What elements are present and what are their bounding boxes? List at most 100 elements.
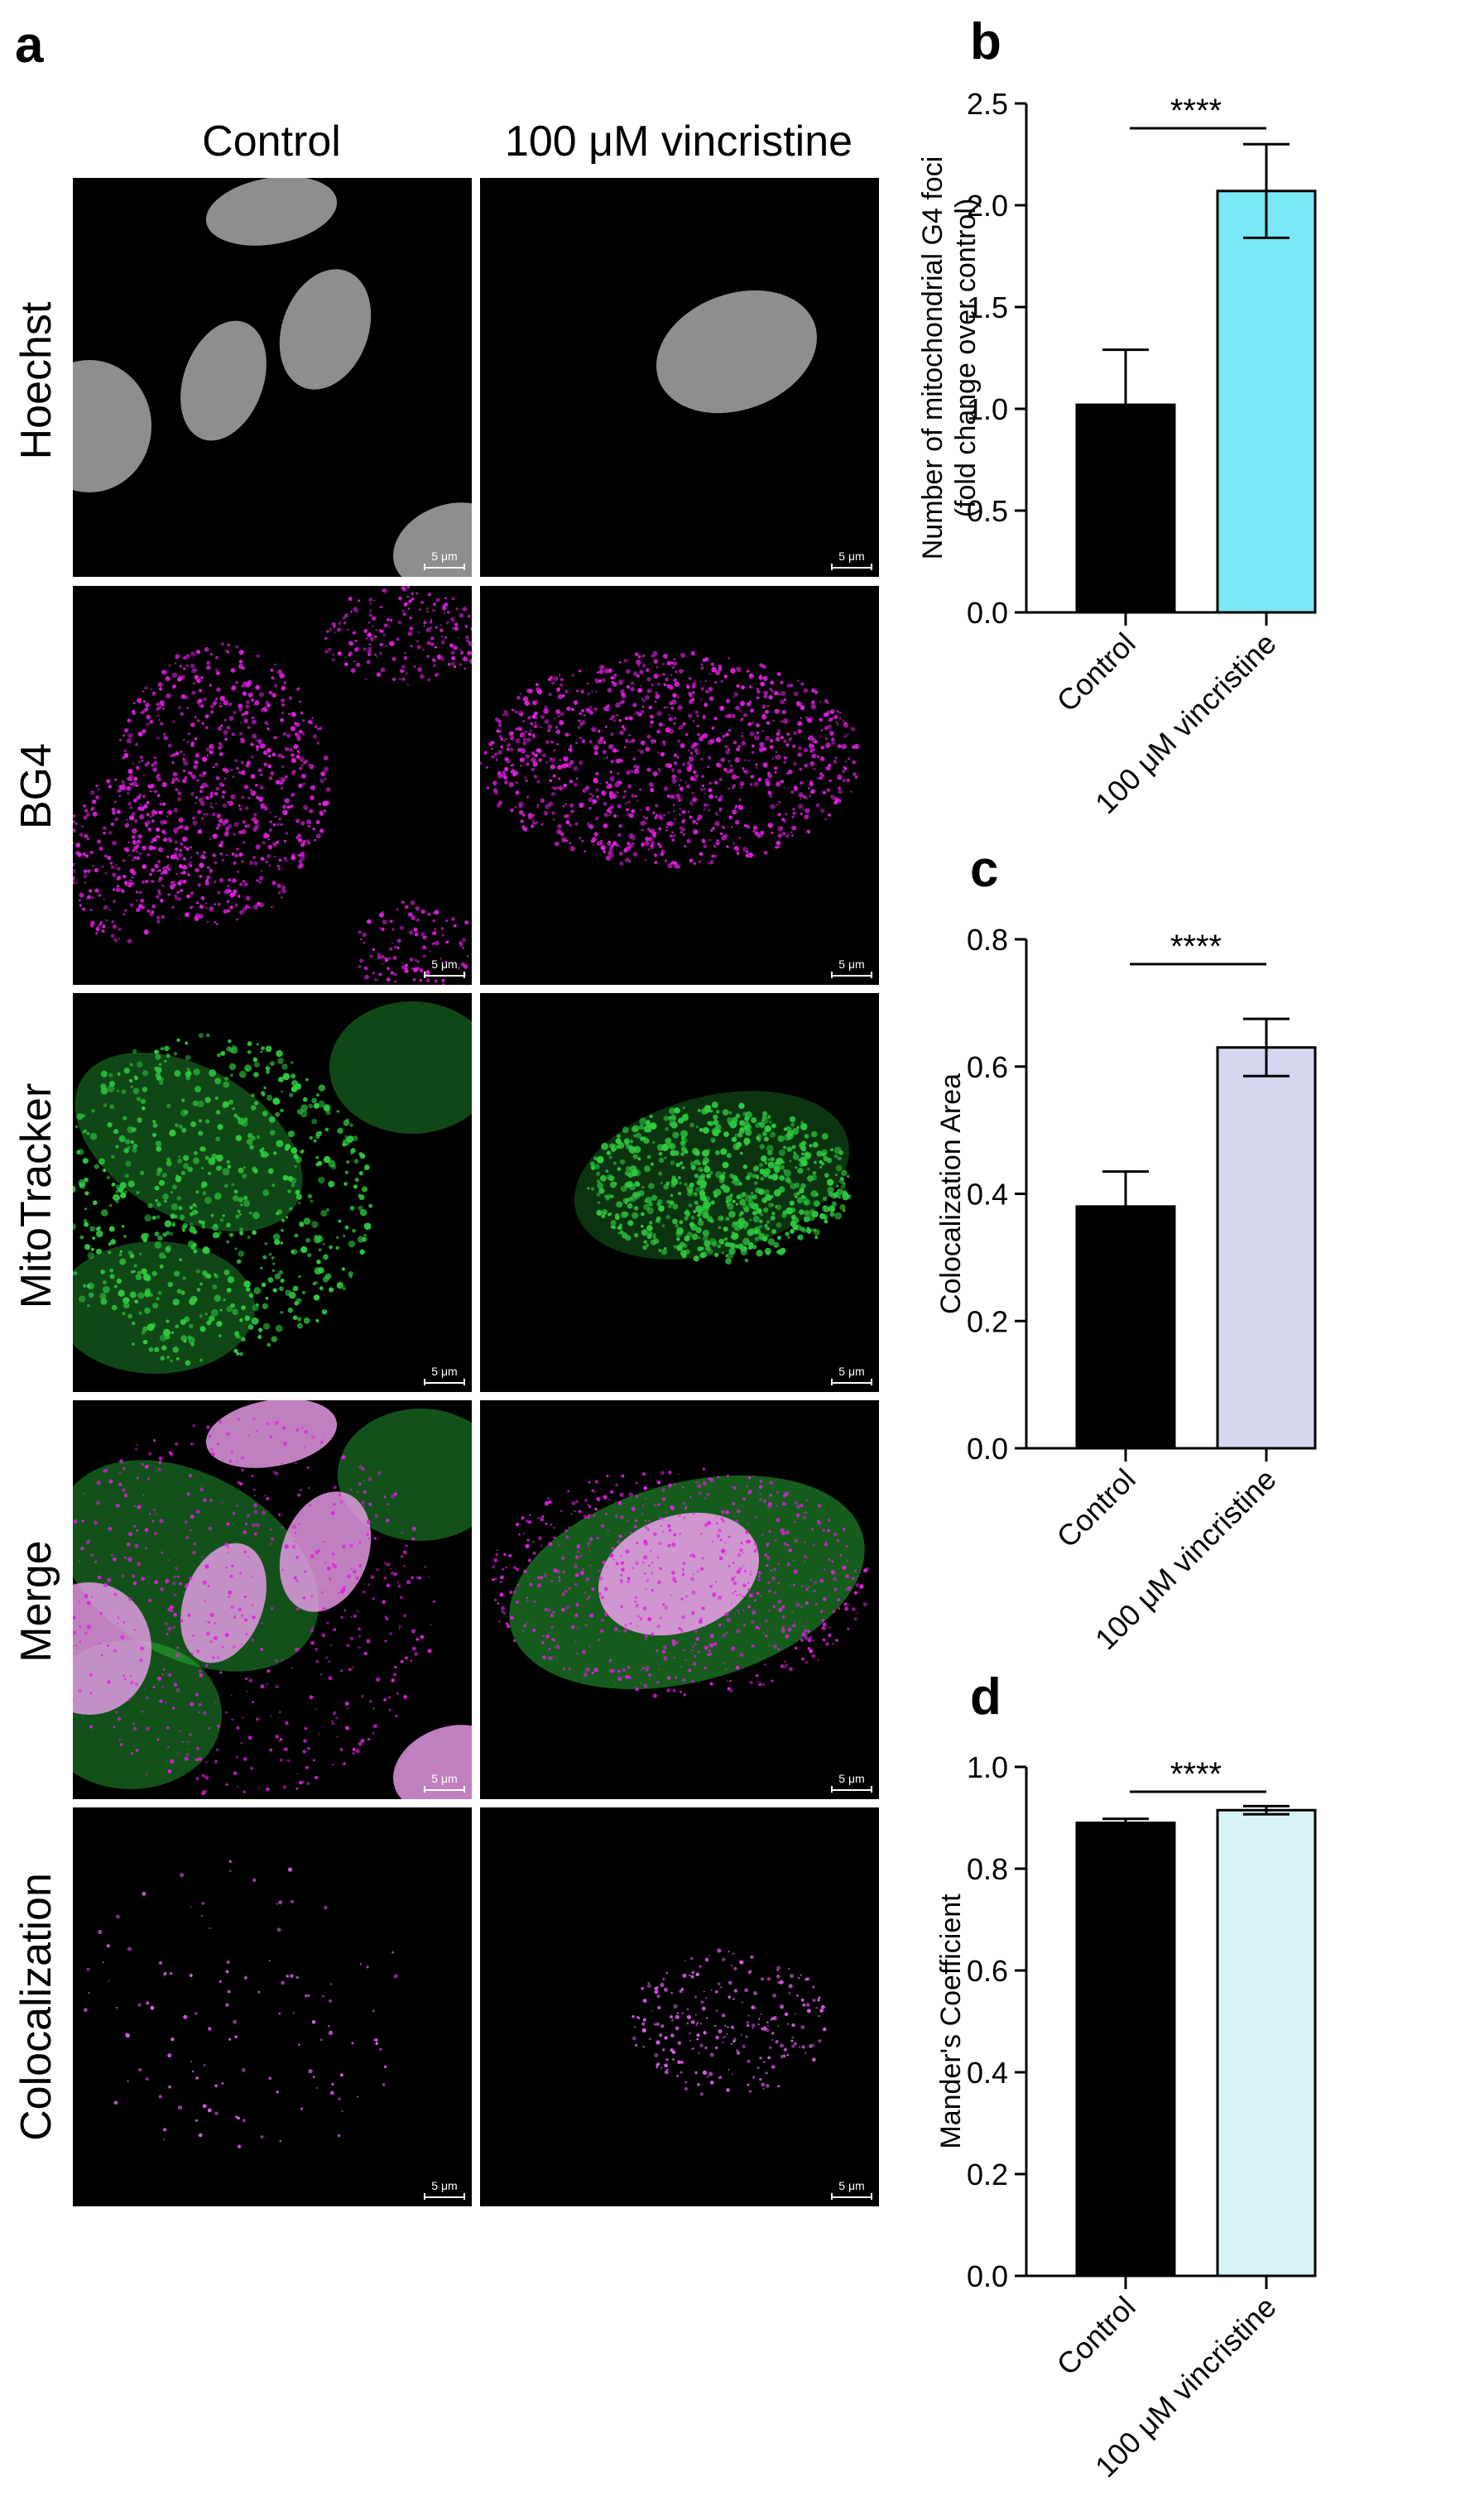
- bg4-foci: [595, 691, 597, 693]
- bg4-foci: [806, 1500, 809, 1502]
- bg4-foci: [199, 704, 202, 708]
- mitochondria-foci: [813, 1142, 819, 1148]
- bg4-foci: [311, 718, 313, 719]
- bg4-foci: [113, 924, 118, 929]
- bg4-foci: [759, 1498, 762, 1501]
- bg4-foci: [127, 733, 132, 738]
- mitochondria-foci: [215, 1136, 220, 1141]
- bg4-foci: [539, 1517, 540, 1519]
- bg4-foci: [804, 1541, 806, 1543]
- bg4-foci: [279, 818, 281, 820]
- bg4-foci: [224, 778, 227, 780]
- bg4-foci: [609, 795, 612, 798]
- mitochondria-foci: [797, 1168, 803, 1174]
- mitochondria-foci: [212, 1224, 219, 1231]
- bg4-foci: [163, 1668, 166, 1671]
- bg4-foci: [241, 770, 246, 775]
- bg4-foci: [843, 766, 845, 768]
- bg4-foci: [233, 890, 237, 894]
- mitochondria-foci: [193, 1101, 199, 1106]
- mitochondria-foci: [323, 1243, 325, 1246]
- bg4-foci: [237, 1505, 238, 1506]
- bg4-foci: [381, 955, 385, 959]
- bg4-foci: [196, 650, 200, 654]
- bg4-foci: [645, 859, 647, 862]
- bg4-foci: [157, 1738, 160, 1740]
- bg4-foci: [465, 625, 468, 628]
- mitochondria-foci: [211, 1309, 219, 1317]
- bg4-foci: [565, 814, 569, 818]
- bg4-foci: [204, 1601, 206, 1603]
- bg4-foci: [650, 788, 654, 792]
- bg4-foci: [255, 784, 258, 787]
- bg4-foci: [699, 681, 701, 683]
- bg4-foci: [603, 802, 607, 806]
- bg4-foci: [603, 823, 608, 828]
- bg4-foci: [124, 1556, 127, 1559]
- bg4-foci: [252, 856, 256, 859]
- bg4-foci: [612, 682, 617, 687]
- mitochondria-foci: [91, 1109, 94, 1112]
- bg4-foci: [339, 621, 341, 622]
- bg4-foci: [664, 706, 666, 708]
- bg4-foci: [809, 735, 814, 740]
- mitochondria-foci: [123, 1068, 129, 1073]
- bg4-foci: [808, 1586, 809, 1587]
- mitochondria-foci: [838, 1196, 841, 1199]
- bg4-foci: [496, 759, 498, 761]
- bg4-foci: [179, 665, 182, 668]
- mitochondria-foci: [704, 1202, 707, 1205]
- mitochondria-foci: [684, 1217, 688, 1221]
- bg4-foci: [192, 1634, 195, 1637]
- bg4-foci: [428, 1576, 430, 1577]
- mitochondria-foci: [185, 1361, 191, 1366]
- bg4-foci: [542, 1634, 545, 1637]
- bg4-foci: [684, 781, 686, 783]
- bg4-foci: [310, 1695, 314, 1699]
- bg4-foci: [312, 828, 315, 831]
- mitochondria-foci: [175, 1123, 179, 1127]
- bg4-foci: [266, 1788, 270, 1792]
- bg4-foci: [133, 702, 136, 704]
- bg4-foci: [640, 1617, 642, 1620]
- mitochondria-foci: [109, 1204, 113, 1207]
- bg4-foci: [132, 812, 136, 816]
- bg4-foci: [769, 688, 772, 691]
- bg4-foci: [363, 1480, 364, 1481]
- bg4-foci: [113, 900, 117, 904]
- bg4-foci: [225, 1633, 229, 1637]
- bg4-foci: [662, 663, 665, 665]
- bg4-foci: [418, 631, 420, 634]
- bg4-foci: [254, 700, 259, 705]
- bg4-foci: [673, 1534, 676, 1537]
- bg4-foci: [763, 1500, 766, 1503]
- bg4-foci: [303, 805, 308, 810]
- mitochondria-foci: [243, 1196, 248, 1201]
- mitochondria-foci: [354, 1159, 359, 1164]
- bg4-foci: [412, 1527, 416, 1531]
- bg4-foci: [641, 705, 644, 708]
- mitochondria-foci: [713, 1115, 718, 1120]
- bg4-foci: [617, 1677, 622, 1681]
- bg4-foci: [709, 696, 714, 701]
- mitochondria-foci: [698, 1109, 701, 1112]
- bg4-foci: [190, 1702, 194, 1706]
- mitochondria-foci: [298, 1202, 300, 1204]
- bg4-foci: [315, 820, 319, 824]
- mitochondria-foci: [79, 1295, 86, 1303]
- bg4-foci: [719, 778, 722, 780]
- bg4-foci: [629, 861, 632, 863]
- bg4-foci: [170, 754, 173, 757]
- bg4-foci: [378, 972, 382, 976]
- bg4-foci: [682, 722, 685, 726]
- bg4-foci: [252, 1701, 254, 1703]
- bg4-foci: [693, 1573, 694, 1575]
- bg4-foci: [320, 771, 325, 776]
- bg4-foci: [166, 1654, 169, 1656]
- bg4-foci: [517, 748, 521, 752]
- bg4-foci: [198, 883, 201, 886]
- mitochondria-foci: [266, 1046, 272, 1053]
- bg4-foci: [458, 636, 459, 638]
- bg4-foci: [750, 732, 755, 737]
- bg4-foci: [237, 1418, 240, 1421]
